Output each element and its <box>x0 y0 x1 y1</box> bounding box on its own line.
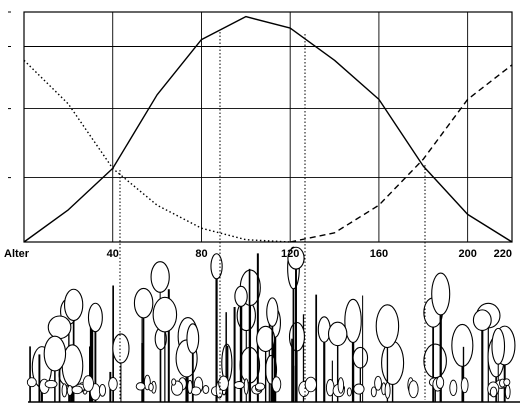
undergrowth <box>489 386 498 398</box>
tree-crown <box>186 323 200 354</box>
tree-crown <box>266 297 279 327</box>
tree-crown <box>381 340 405 386</box>
tree-crown <box>43 335 67 372</box>
undergrowth <box>26 377 37 388</box>
tree-crown <box>317 316 331 343</box>
tree-crown <box>344 298 362 344</box>
undergrowth <box>148 382 154 392</box>
tree-crown <box>47 315 72 340</box>
undergrowth <box>171 378 177 386</box>
tree-crown <box>491 327 506 365</box>
drop-lines <box>119 32 426 400</box>
tree-crown <box>210 253 223 280</box>
undergrowth <box>503 378 511 386</box>
tree-crown <box>256 325 276 353</box>
undergrowth <box>408 380 419 399</box>
forest-illustration <box>26 246 520 403</box>
tree-crown <box>287 246 305 270</box>
undergrowth <box>384 382 391 399</box>
tree-crown <box>431 272 451 316</box>
undergrowth <box>202 385 210 394</box>
undergrowth <box>254 382 266 391</box>
tree-crown <box>375 304 400 349</box>
x-tick-label: 40 <box>107 248 119 260</box>
x-tick-label: 200 <box>458 248 476 260</box>
tree-crown <box>352 346 369 369</box>
undergrowth <box>346 387 352 397</box>
tree-crown <box>451 323 474 367</box>
x-tick-label: 220 <box>494 248 512 260</box>
tree-crown <box>472 309 492 332</box>
undergrowth <box>460 377 469 394</box>
x-tick-label: 80 <box>195 248 207 260</box>
undergrowth <box>61 383 68 398</box>
tree-crown <box>150 261 170 293</box>
undergrowth <box>353 383 365 395</box>
tree-crown <box>152 296 178 333</box>
undergrowth <box>71 385 83 395</box>
x-tick-label: 120 <box>281 248 299 260</box>
undergrowth <box>304 376 317 393</box>
undergrowth <box>187 379 193 394</box>
tree-crown <box>234 285 248 307</box>
undergrowth <box>325 379 335 397</box>
x-tick-label: 160 <box>370 248 388 260</box>
undergrowth <box>135 382 146 391</box>
undergrowth <box>271 376 282 393</box>
undergrowth <box>504 384 511 400</box>
x-axis-label: Alter <box>4 248 30 260</box>
undergrowth <box>243 378 249 395</box>
series-line <box>23 59 291 243</box>
tree-crown <box>63 288 84 322</box>
tree-crown <box>112 333 130 364</box>
tree-crown <box>133 287 154 319</box>
undergrowth <box>44 379 58 389</box>
undergrowth <box>374 375 382 391</box>
tree-crown <box>87 302 103 333</box>
undergrowth <box>449 379 458 397</box>
tree-crown <box>423 343 447 379</box>
tree-crown <box>327 321 348 347</box>
undergrowth <box>98 383 107 397</box>
undergrowth <box>337 377 345 394</box>
series-line <box>290 64 513 243</box>
undergrowth <box>218 375 229 391</box>
undergrowth <box>82 375 94 392</box>
undergrowth <box>436 376 445 389</box>
series-line <box>23 15 513 243</box>
undergrowth <box>108 377 118 392</box>
undergrowth <box>233 381 245 389</box>
undergrowth <box>370 386 377 398</box>
